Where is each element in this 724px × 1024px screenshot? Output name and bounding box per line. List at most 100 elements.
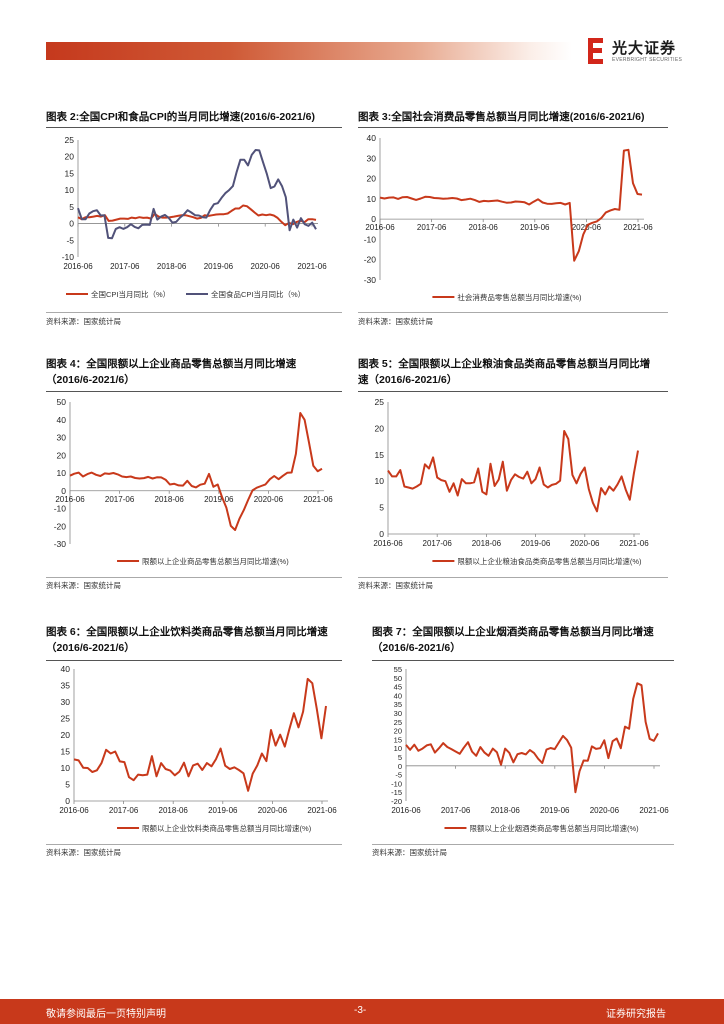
chart-6-title-line-1: 图表 6：全国限额以上企业饮料类商品零售总额当月同比增速 — [46, 626, 328, 638]
y-tick-label: 30 — [394, 709, 402, 718]
logo-text: 光大证券 — [612, 40, 677, 57]
y-tick-label: -5 — [66, 235, 74, 245]
x-tick-label: 2018-06 — [491, 806, 521, 815]
chart-4-top-rule — [46, 391, 342, 392]
chart-6-title-line-2: （2016/6-2021/6） — [46, 642, 135, 654]
chart-4-above-quota-retail: -30 -20 -10 0 10 20 30 40 50 2016-06 2017-06 2018-0… — [54, 397, 334, 566]
series-line-1 — [69, 412, 323, 531]
y-tick-label: 10 — [61, 763, 71, 773]
x-tick-label: 2018-06 — [157, 262, 187, 271]
y-tick-label: 20 — [367, 174, 377, 184]
x-tick-label: 2017-06 — [417, 223, 447, 232]
y-tick-label: -30 — [54, 539, 67, 549]
x-tick-label: 2020-06 — [570, 539, 600, 548]
chart-3-bottom-rule — [358, 312, 668, 313]
chart-7-title-line-1: 图表 7：全国限额以上企业烟酒类商品零售总额当月同比增速 — [372, 626, 654, 638]
y-tick-label: 5 — [69, 202, 74, 212]
chart-4-source: 资料来源：国家统计局 — [46, 581, 121, 590]
x-tick-label: 2018-06 — [469, 223, 499, 232]
y-tick-label: 15 — [375, 450, 385, 460]
y-tick-label: 50 — [394, 674, 402, 683]
chart-2-title-line-1: 图表 2:全国CPI和食品CPI的当月同比增速(2016/6-2021/6) — [46, 111, 315, 123]
x-tick-label: 2021-06 — [297, 262, 327, 271]
y-tick-label: 10 — [375, 476, 385, 486]
chart-7-title: 图表 7：全国限额以上企业烟酒类商品零售总额当月同比增速 （2016/6-202… — [372, 624, 692, 656]
y-tick-label: 20 — [375, 423, 385, 433]
y-tick-label: 45 — [394, 683, 402, 692]
y-tick-label: 30 — [367, 153, 377, 163]
y-tick-label: 20 — [61, 730, 71, 740]
legend-label: 限额以上企业饮料类商品零售总额当月同比增速(%) — [142, 823, 312, 833]
x-tick-label: 2017-06 — [105, 495, 135, 504]
x-tick-label: 2021-06 — [307, 806, 337, 815]
series-line-1 — [405, 682, 659, 794]
everbright-logo-icon — [586, 36, 606, 66]
chart-6-title: 图表 6：全国限额以上企业饮料类商品零售总额当月同比增速 （2016/6-202… — [46, 624, 356, 656]
x-tick-label: 2017-06 — [109, 806, 139, 815]
x-tick-label: 2021-06 — [619, 539, 649, 548]
y-tick-label: 15 — [394, 735, 402, 744]
chart-2-source: 资料来源：国家统计局 — [46, 317, 121, 326]
series-line-1 — [387, 430, 639, 513]
x-tick-label: 2016-06 — [59, 806, 89, 815]
legend-label: 全国食品CPI当月同比（%） — [211, 289, 305, 299]
chart-5-title: 图表 5：全国限额以上企业粮油食品类商品零售总额当月同比增 速（2016/6-2… — [358, 356, 678, 388]
x-tick-label: 2018-06 — [159, 806, 189, 815]
chart-6-top-rule — [46, 660, 342, 661]
series-line-2 — [77, 149, 317, 240]
y-tick-label: -15 — [391, 788, 402, 797]
x-tick-label: 2016-06 — [365, 223, 395, 232]
y-tick-label: -10 — [364, 234, 377, 244]
y-tick-label: 35 — [61, 681, 71, 691]
legend-label: 限额以上企业粮油食品类商品零售总额当月同比增速(%) — [457, 556, 642, 566]
y-tick-label: 15 — [65, 168, 75, 178]
y-tick-label: 10 — [57, 468, 67, 478]
y-tick-label: 0 — [69, 219, 74, 229]
chart-3-title: 图表 3:全国社会消费品零售总额当月同比增速(2016/6-2021/6) — [358, 109, 678, 125]
chart-7-bottom-rule — [372, 844, 674, 845]
footer-bar — [0, 999, 724, 1024]
x-tick-label: 2016-06 — [391, 806, 421, 815]
y-tick-label: 40 — [61, 664, 71, 674]
chart-3-source: 资料来源：国家统计局 — [358, 317, 433, 326]
x-tick-label: 2019-06 — [540, 806, 570, 815]
y-tick-label: -20 — [54, 521, 67, 531]
y-tick-label: 0 — [371, 214, 376, 224]
footer-page-number: -3- — [354, 1005, 367, 1016]
header-banner — [46, 42, 572, 60]
x-tick-label: 2017-06 — [423, 539, 453, 548]
chart-4-title-line-2: （2016/6-2021/6） — [46, 374, 135, 386]
x-tick-label: 2018-06 — [472, 539, 502, 548]
chart-6-beverage: 0 5 10 15 20 25 30 35 40 2016-06 2017-06 2018-06 201… — [59, 664, 337, 833]
x-tick-label: 2017-06 — [110, 262, 140, 271]
x-tick-label: 2016-06 — [55, 495, 85, 504]
chart-4-title-line-1: 图表 4：全国限额以上企业商品零售总额当月同比增速 — [46, 358, 297, 370]
x-tick-label: 2020-06 — [590, 806, 620, 815]
chart-2-top-rule — [46, 127, 342, 128]
chart-7-source: 资料来源：国家统计局 — [372, 848, 447, 857]
y-tick-label: 20 — [65, 152, 75, 162]
y-tick-label: 25 — [61, 714, 71, 724]
x-tick-label: 2020-06 — [251, 262, 281, 271]
y-tick-label: 20 — [394, 727, 402, 736]
x-tick-label: 2016-06 — [63, 262, 93, 271]
x-tick-label: 2019-06 — [521, 539, 551, 548]
y-tick-label: 10 — [65, 185, 75, 195]
chart-2-title: 图表 2:全国CPI和食品CPI的当月同比增速(2016/6-2021/6) — [46, 109, 346, 125]
x-tick-label: 2020-06 — [254, 495, 284, 504]
y-tick-label: 50 — [57, 397, 67, 407]
chart-2-cpi: -10 -5 0 5 10 15 20 25 2016-06 2017-06 2018-06 2019… — [62, 135, 328, 299]
legend-label: 全国CPI当月同比（%） — [91, 289, 170, 299]
chart-5-title-line-2: 速（2016/6-2021/6） — [358, 374, 458, 386]
y-tick-label: 25 — [375, 397, 385, 407]
chart-7-title-line-2: （2016/6-2021/6） — [372, 642, 461, 654]
chart-4-title: 图表 4：全国限额以上企业商品零售总额当月同比增速 （2016/6-2021/6… — [46, 356, 346, 388]
y-tick-label: -10 — [391, 779, 402, 788]
footer-report-type: 证券研究报告 — [606, 1009, 666, 1020]
y-tick-label: 30 — [57, 433, 67, 443]
x-tick-label: 2019-06 — [208, 806, 238, 815]
y-tick-label: 5 — [65, 780, 70, 790]
chart-4-bottom-rule — [46, 577, 342, 578]
y-tick-label: 20 — [57, 450, 67, 460]
